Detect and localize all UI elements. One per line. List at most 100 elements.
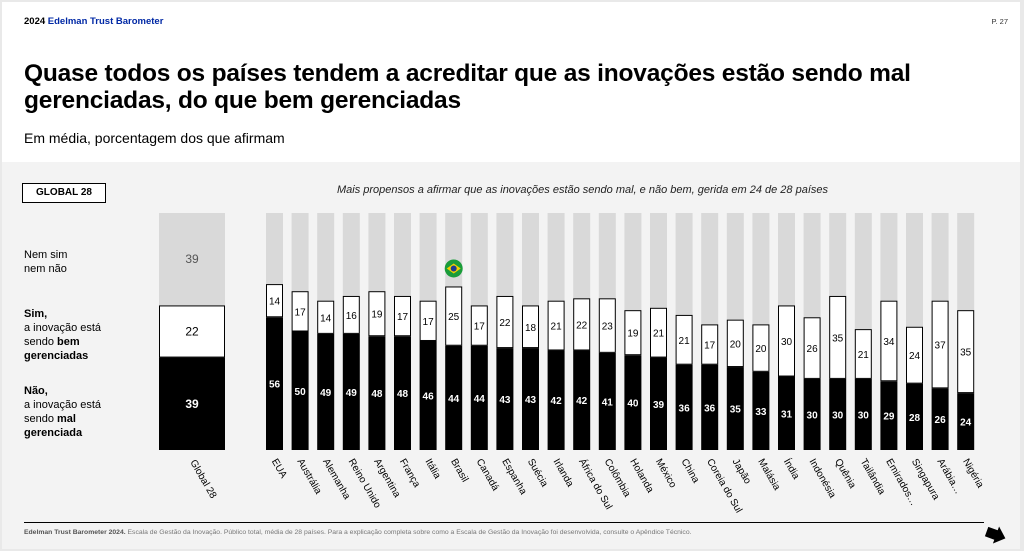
bar-6-sim-segment	[419, 300, 437, 341]
bar-5-sim-label: 17	[397, 312, 409, 323]
bar-6-nao-segment	[419, 340, 437, 450]
bar-16-sim-segment	[675, 314, 693, 365]
bar-18-sim-label: 20	[730, 339, 742, 350]
x-tick-label-22: Quênia	[832, 457, 858, 491]
x-tick-label-6: Itália	[423, 457, 443, 481]
bar-27-sim-segment	[957, 310, 975, 394]
bar-23-sim-segment	[854, 329, 872, 379]
bar-24-nao-segment	[880, 381, 898, 450]
bar-7-nao-label: 44	[448, 394, 460, 405]
bar-10-sim-label: 18	[525, 323, 537, 334]
legend-nao-line-2: a inovação está	[24, 399, 102, 411]
legend-nao-line-1: Não,	[24, 385, 48, 397]
bar-14-nao-label: 40	[627, 399, 639, 410]
legend-neutral-line-2: nem não	[24, 263, 67, 275]
bar-17-sim-segment	[701, 324, 719, 365]
bar-22-sim-label: 35	[832, 333, 844, 344]
bar-11-nao-label: 42	[551, 396, 563, 407]
brand-year: 2024	[24, 16, 46, 27]
bar-13-sim-label: 23	[602, 322, 614, 333]
bar-13-nao-label: 41	[602, 397, 614, 408]
bar-24-sim-label: 34	[883, 337, 895, 348]
x-tick-label-18: Japão	[730, 457, 753, 486]
bar-14-sim-label: 19	[627, 329, 639, 340]
bar-16-neutral-segment	[675, 213, 693, 315]
bar-8-nao-label: 44	[474, 394, 486, 405]
chart-note: Mais propensos a afirmar que as inovaçõe…	[337, 184, 829, 196]
bar-16-nao-segment	[675, 364, 693, 450]
bar-14-neutral-segment	[624, 213, 642, 311]
legend-neutral: Nem sim nem não	[24, 248, 67, 276]
global-bar-sim-label: 22	[185, 325, 199, 339]
bar-0-nao-label: 56	[269, 380, 281, 391]
bar-22-nao-label: 30	[832, 410, 844, 421]
footer-source-name: Edelman Trust Barometer 2024.	[24, 529, 126, 536]
bar-26-neutral-segment	[931, 213, 949, 301]
bar-7-sim-label: 25	[448, 312, 460, 323]
bar-9-sim-segment	[496, 295, 514, 349]
bar-9-nao-segment	[496, 348, 514, 450]
bar-26-sim-segment	[931, 300, 949, 389]
bar-14-sim-segment	[624, 310, 642, 356]
bar-10-neutral-segment	[522, 213, 539, 306]
bar-23-nao-label: 30	[858, 410, 870, 421]
x-tick-label-16: China	[679, 457, 702, 486]
bar-2-sim-label: 14	[320, 313, 332, 324]
bar-17-nao-label: 36	[704, 403, 716, 414]
legend-sim-line-4: gerenciadas	[24, 350, 89, 362]
bar-11-sim-label: 21	[551, 322, 563, 333]
bar-24-neutral-segment	[880, 213, 898, 301]
bar-12-neutral-segment	[573, 213, 591, 299]
legend-sim-line-1: Sim,	[24, 308, 48, 320]
bar-17-nao-segment	[701, 364, 719, 450]
x-tick-label-8: Canadá	[474, 457, 501, 493]
bar-21-sim-segment	[803, 317, 821, 379]
legend-sim-line-3: sendo bem	[24, 335, 101, 349]
bar-5-nao-label: 48	[397, 389, 409, 400]
bar-5-sim-segment	[394, 295, 411, 337]
footer-divider	[24, 522, 984, 523]
bar-16-nao-label: 36	[679, 403, 691, 414]
bar-1-sim-segment	[291, 291, 309, 332]
bar-11-sim-segment	[547, 300, 565, 351]
bar-1-sim-label: 17	[295, 307, 307, 318]
bar-20-sim-label: 30	[781, 337, 793, 348]
footer-source: Edelman Trust Barometer 2024. Escala de …	[24, 529, 692, 536]
bar-8-nao-segment	[470, 345, 488, 450]
bar-25-sim-label: 24	[909, 351, 921, 362]
bar-19-sim-label: 20	[755, 344, 767, 355]
bar-13-neutral-segment	[598, 213, 616, 299]
bar-5-nao-segment	[394, 336, 411, 450]
bar-24-sim-segment	[880, 300, 898, 382]
x-tick-label-19: Malásia	[755, 457, 782, 493]
bar-17-neutral-segment	[701, 213, 719, 325]
x-tick-label-1: Austrália	[295, 457, 324, 497]
bar-1-nao-segment	[291, 331, 309, 450]
bar-22-nao-segment	[829, 378, 847, 450]
bar-26-nao-label: 26	[935, 415, 947, 426]
brand-name: Edelman Trust Barometer	[47, 16, 164, 27]
legend-sim-line-2: a inovação está	[24, 322, 102, 334]
bar-21-nao-label: 30	[807, 410, 819, 421]
bar-10-nao-label: 43	[525, 395, 537, 406]
bar-15-sim-label: 21	[653, 329, 665, 340]
bar-6-nao-label: 46	[423, 391, 435, 402]
global-bar-nao-label: 39	[185, 397, 199, 411]
bar-21-nao-segment	[803, 378, 821, 450]
bar-27-neutral-segment	[957, 213, 975, 311]
bar-2-nao-label: 49	[320, 388, 332, 399]
bar-6-neutral-segment	[419, 213, 437, 301]
legend-sim: Sim, a inovação está sendo bem gerenciad…	[24, 307, 101, 363]
bar-0-neutral-segment	[266, 213, 283, 285]
global-bar-sim-segment	[159, 305, 225, 358]
legend-nao-line-4: gerenciada	[24, 427, 83, 439]
x-tick-label-14: Holanda	[627, 457, 655, 495]
footer-source-text: Escala de Gestão da Inovação. Público to…	[125, 529, 692, 536]
next-arrow-icon[interactable]	[984, 526, 1008, 546]
bar-19-nao-segment	[752, 371, 770, 450]
bar-15-neutral-segment	[650, 213, 667, 308]
bar-27-sim-label: 35	[960, 348, 972, 359]
bar-18-nao-label: 35	[730, 405, 742, 416]
